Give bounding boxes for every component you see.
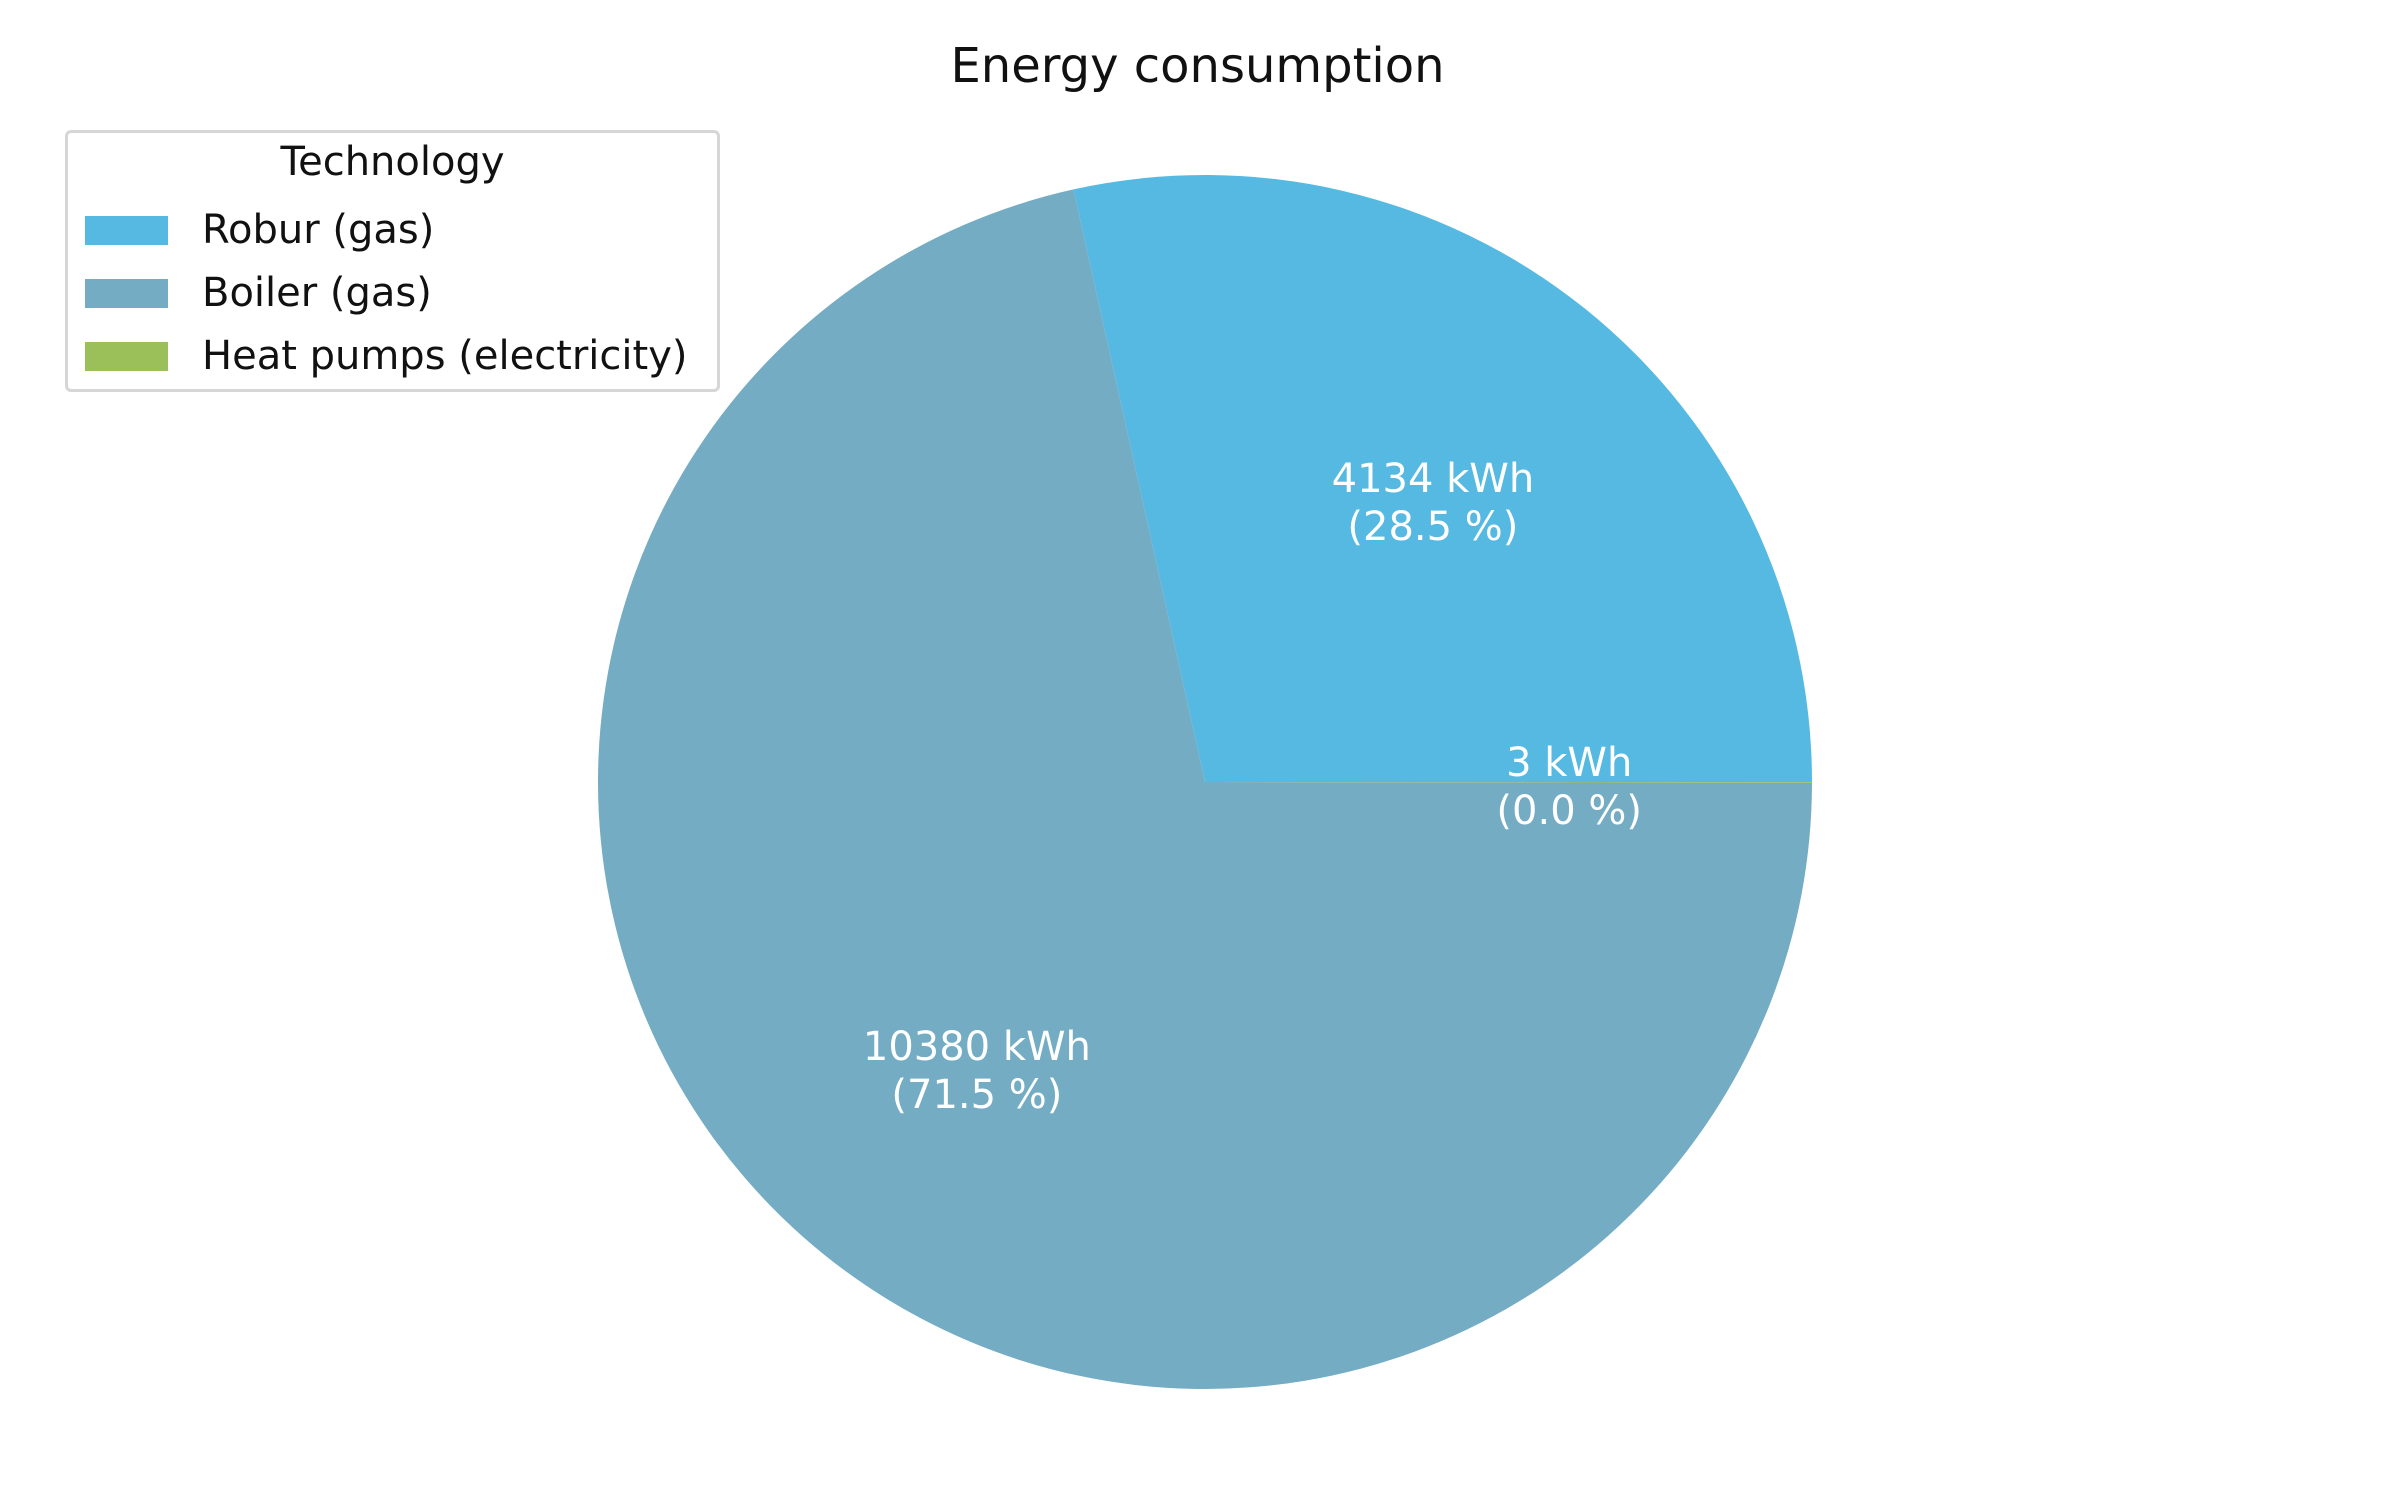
pie-slices — [597, 174, 1812, 1389]
legend-swatch-heat-pumps — [85, 341, 168, 371]
pie-slice-labels: 4134 kWh (28.5 %) 10380 kWh (71.5 %) 3 kWh (0… — [863, 456, 1642, 1118]
pie-slice-robur — [1073, 174, 1812, 783]
slice-label-heat-pumps: 3 kWh (0.0 %) — [1496, 740, 1642, 834]
legend: Technology Robur (gas) Boiler (gas) Heat… — [65, 130, 720, 392]
slice-label-robur: 4134 kWh (28.5 %) — [1332, 456, 1535, 550]
slice-label-boiler: 10380 kWh (71.5 %) — [863, 1024, 1091, 1118]
legend-swatch-robur — [85, 215, 168, 245]
legend-label-heat-pumps: Heat pumps (electricity) — [202, 333, 688, 379]
chart-title: Energy consumption — [950, 38, 1445, 94]
legend-item-robur: Robur (gas) — [85, 205, 434, 255]
legend-item-boiler: Boiler (gas) — [85, 268, 432, 318]
legend-title: Technology — [280, 139, 505, 185]
legend-label-boiler: Boiler (gas) — [202, 270, 432, 316]
pie-slice-boiler — [597, 189, 1812, 1389]
pie-slice-heat-pumps — [1205, 782, 1812, 783]
legend-item-heat-pumps: Heat pumps (electricity) — [85, 331, 688, 381]
legend-label-robur: Robur (gas) — [202, 207, 435, 253]
legend-swatch-boiler — [85, 278, 168, 308]
